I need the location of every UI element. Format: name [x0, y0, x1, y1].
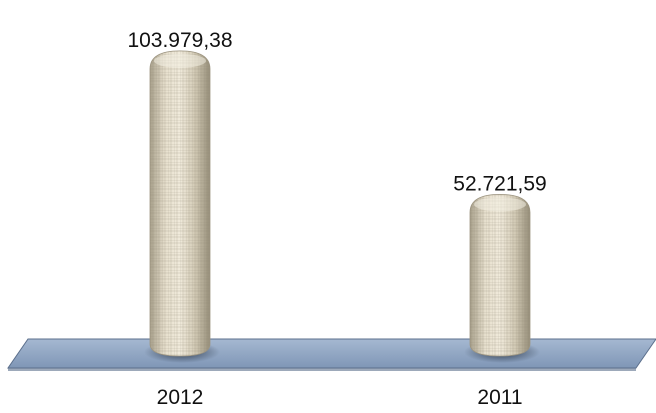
bar-value-label: 103.979,38 [127, 29, 232, 52]
bar-value-label: 52.721,59 [453, 172, 546, 195]
bar-texture [150, 50, 210, 357]
chart-floor [7, 338, 656, 369]
bar-group [144, 50, 220, 363]
x-tick-label: 2011 [477, 386, 522, 408]
x-tick-label: 2012 [157, 386, 204, 408]
bar-group [464, 193, 540, 363]
bar-texture [470, 194, 530, 356]
chart-floor-edge [8, 368, 636, 371]
bar-cap [154, 53, 206, 68]
bar-cap [474, 197, 526, 212]
